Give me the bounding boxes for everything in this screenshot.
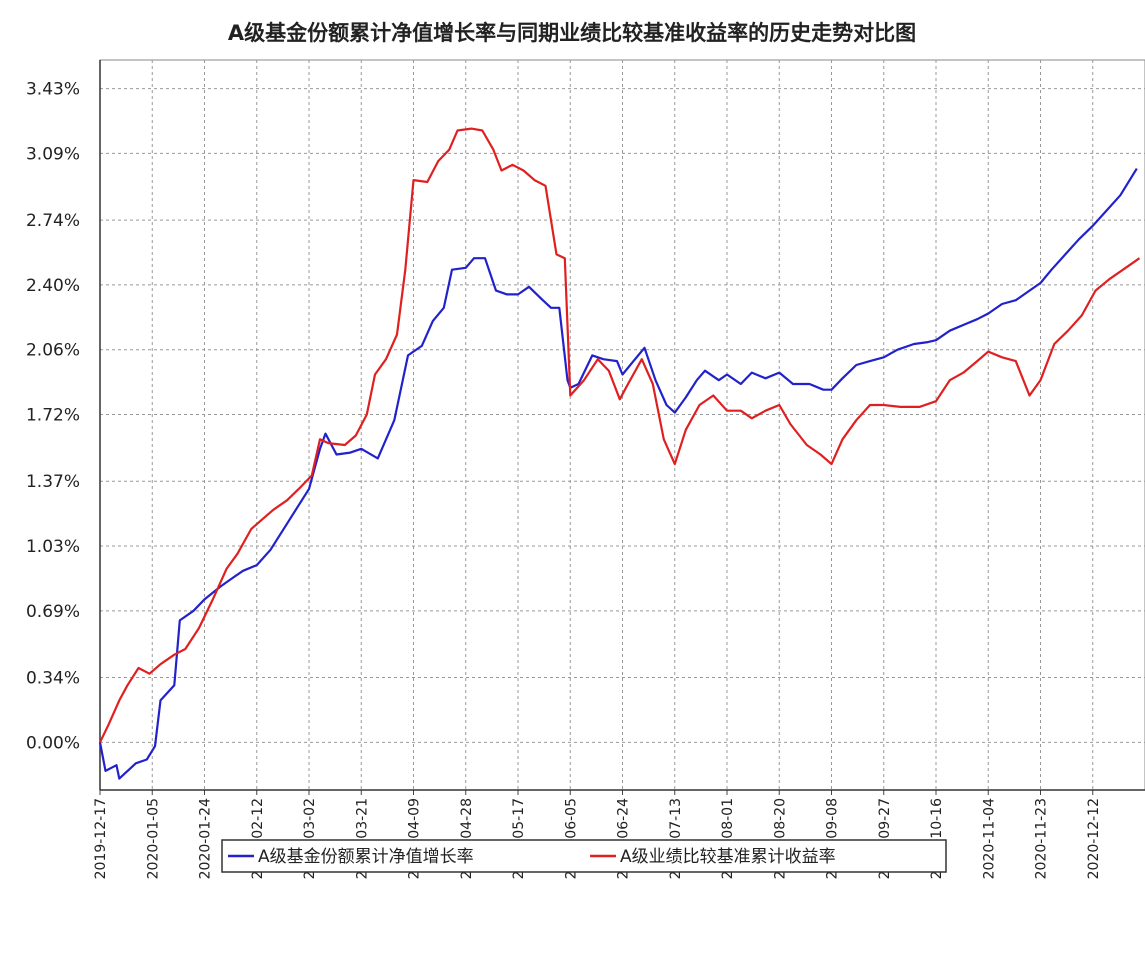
x-tick-label: 2020-11-23: [1034, 798, 1050, 879]
y-tick-label: 2.40%: [26, 276, 80, 296]
legend-box: [221, 839, 947, 873]
x-tick-label: 2020-01-05: [145, 798, 161, 879]
y-tick-label: 1.37%: [26, 472, 80, 492]
y-tick-label: 2.06%: [26, 341, 80, 361]
y-tick-label: 1.72%: [26, 406, 80, 426]
y-tick-label: 0.69%: [26, 602, 80, 622]
legend-label: A级基金份额累计净值增长率: [258, 847, 474, 867]
x-tick-label: 2020-01-24: [198, 798, 214, 879]
y-tick-label: 1.03%: [26, 537, 80, 557]
y-tick-label: 0.34%: [26, 669, 80, 689]
chart-title: A级基金份额累计净值增长率与同期业绩比较基准收益率的历史走势对比图: [228, 21, 916, 45]
y-tick-label: 3.43%: [26, 80, 80, 100]
series-line: [98, 168, 1138, 780]
x-tick-label: 2019-12-17: [93, 798, 109, 879]
y-tick-label: 3.09%: [26, 144, 80, 164]
y-tick-label: 0.00%: [26, 733, 80, 753]
x-tick-label: 2020-11-04: [981, 798, 997, 879]
x-tick-label: 2020-12-12: [1086, 798, 1102, 879]
series-line: [99, 127, 1141, 743]
legend: A级基金份额累计净值增长率 A级业绩比较基准累计收益率: [228, 847, 836, 867]
y-tick-label: 2.74%: [26, 211, 80, 231]
legend-label: A级业绩比较基准累计收益率: [620, 847, 836, 867]
plot-area: 0.00% 0.34% 0.69% 1.03% 1.37% 1.72% 2.06% 2.40%…: [26, 59, 1145, 879]
